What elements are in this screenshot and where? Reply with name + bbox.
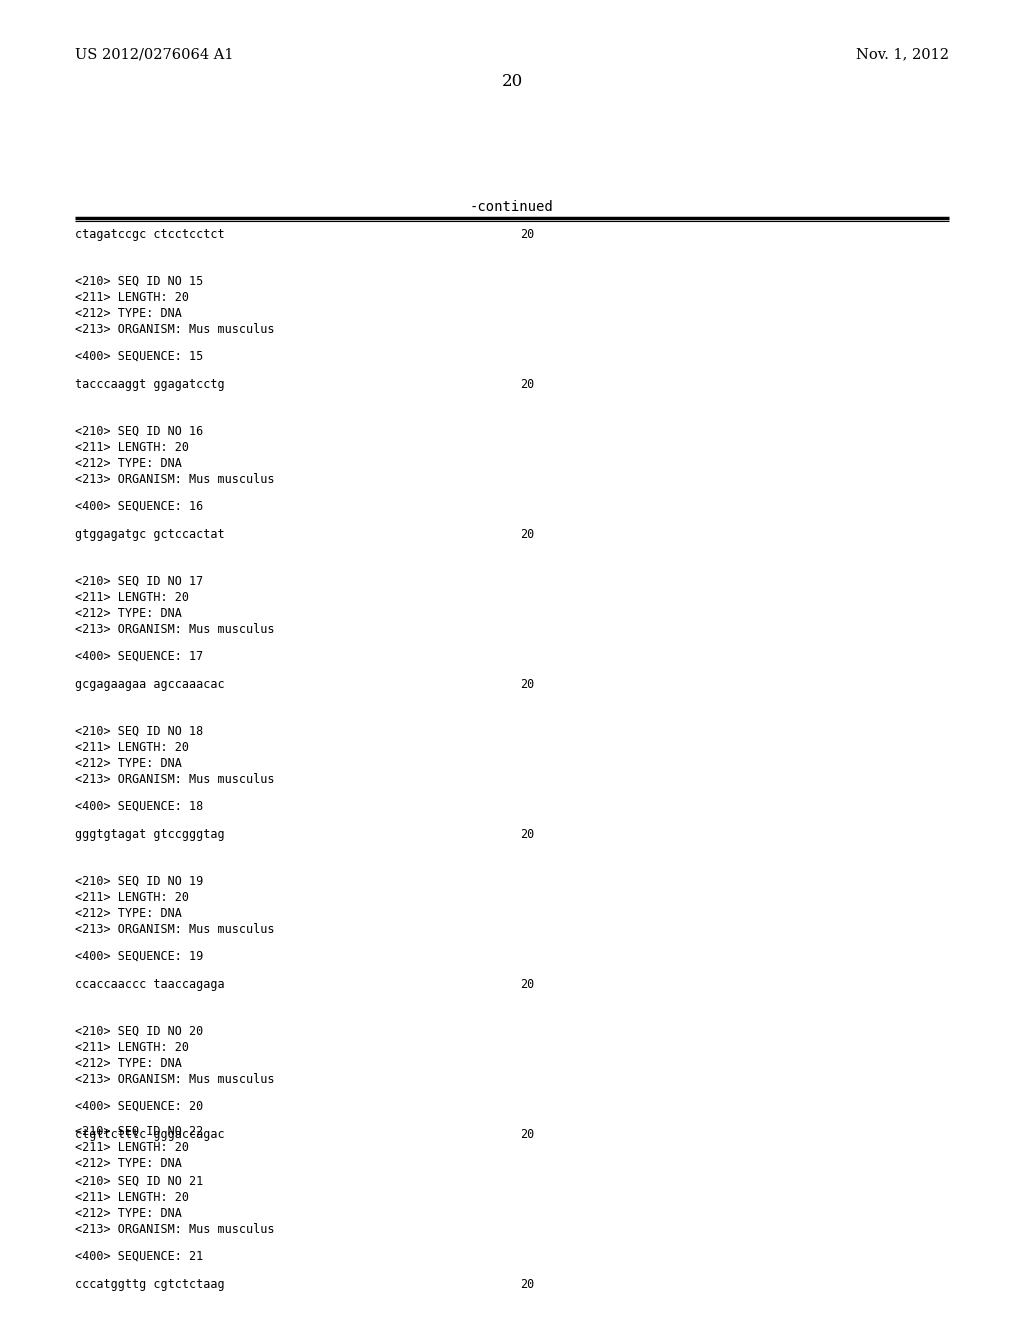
Text: <211> LENGTH: 20: <211> LENGTH: 20: [75, 290, 189, 304]
Text: <400> SEQUENCE: 17: <400> SEQUENCE: 17: [75, 649, 203, 663]
Text: <400> SEQUENCE: 20: <400> SEQUENCE: 20: [75, 1100, 203, 1113]
Text: <212> TYPE: DNA: <212> TYPE: DNA: [75, 1158, 182, 1170]
Text: gcgagaagaa agccaaacac: gcgagaagaa agccaaacac: [75, 678, 224, 690]
Text: <211> LENGTH: 20: <211> LENGTH: 20: [75, 441, 189, 454]
Text: <213> ORGANISM: Mus musculus: <213> ORGANISM: Mus musculus: [75, 1224, 274, 1236]
Text: <210> SEQ ID NO 19: <210> SEQ ID NO 19: [75, 875, 203, 888]
Text: <400> SEQUENCE: 16: <400> SEQUENCE: 16: [75, 500, 203, 513]
Text: <211> LENGTH: 20: <211> LENGTH: 20: [75, 741, 189, 754]
Text: Nov. 1, 2012: Nov. 1, 2012: [856, 48, 949, 61]
Text: gtggagatgc gctccactat: gtggagatgc gctccactat: [75, 528, 224, 541]
Text: 20: 20: [502, 73, 522, 90]
Text: <213> ORGANISM: Mus musculus: <213> ORGANISM: Mus musculus: [75, 923, 274, 936]
Text: -continued: -continued: [470, 201, 554, 214]
Text: <212> TYPE: DNA: <212> TYPE: DNA: [75, 756, 182, 770]
Text: <212> TYPE: DNA: <212> TYPE: DNA: [75, 1057, 182, 1071]
Text: 20: 20: [520, 228, 535, 242]
Text: <211> LENGTH: 20: <211> LENGTH: 20: [75, 1140, 189, 1154]
Text: <212> TYPE: DNA: <212> TYPE: DNA: [75, 607, 182, 620]
Text: <212> TYPE: DNA: <212> TYPE: DNA: [75, 907, 182, 920]
Text: tacccaaggt ggagatcctg: tacccaaggt ggagatcctg: [75, 378, 224, 391]
Text: <210> SEQ ID NO 17: <210> SEQ ID NO 17: [75, 576, 203, 587]
Text: ccaccaaccc taaccagaga: ccaccaaccc taaccagaga: [75, 978, 224, 991]
Text: <212> TYPE: DNA: <212> TYPE: DNA: [75, 308, 182, 319]
Text: 20: 20: [520, 378, 535, 391]
Text: <213> ORGANISM: Mus musculus: <213> ORGANISM: Mus musculus: [75, 473, 274, 486]
Text: <211> LENGTH: 20: <211> LENGTH: 20: [75, 1041, 189, 1053]
Text: <213> ORGANISM: Mus musculus: <213> ORGANISM: Mus musculus: [75, 774, 274, 785]
Text: <213> ORGANISM: Mus musculus: <213> ORGANISM: Mus musculus: [75, 623, 274, 636]
Text: <212> TYPE: DNA: <212> TYPE: DNA: [75, 1206, 182, 1220]
Text: <400> SEQUENCE: 21: <400> SEQUENCE: 21: [75, 1250, 203, 1263]
Text: 20: 20: [520, 1278, 535, 1291]
Text: <400> SEQUENCE: 15: <400> SEQUENCE: 15: [75, 350, 203, 363]
Text: <212> TYPE: DNA: <212> TYPE: DNA: [75, 457, 182, 470]
Text: gggtgtagat gtccgggtag: gggtgtagat gtccgggtag: [75, 828, 224, 841]
Text: <213> ORGANISM: Mus musculus: <213> ORGANISM: Mus musculus: [75, 1073, 274, 1086]
Text: <210> SEQ ID NO 22: <210> SEQ ID NO 22: [75, 1125, 203, 1138]
Text: <211> LENGTH: 20: <211> LENGTH: 20: [75, 891, 189, 904]
Text: <213> ORGANISM: Mus musculus: <213> ORGANISM: Mus musculus: [75, 323, 274, 337]
Text: <211> LENGTH: 20: <211> LENGTH: 20: [75, 591, 189, 605]
Text: <210> SEQ ID NO 16: <210> SEQ ID NO 16: [75, 425, 203, 438]
Text: <400> SEQUENCE: 19: <400> SEQUENCE: 19: [75, 950, 203, 964]
Text: <400> SEQUENCE: 18: <400> SEQUENCE: 18: [75, 800, 203, 813]
Text: ctgttctttc gggaccagac: ctgttctttc gggaccagac: [75, 1129, 224, 1140]
Text: <210> SEQ ID NO 21: <210> SEQ ID NO 21: [75, 1175, 203, 1188]
Text: 20: 20: [520, 528, 535, 541]
Text: 20: 20: [520, 978, 535, 991]
Text: <210> SEQ ID NO 20: <210> SEQ ID NO 20: [75, 1026, 203, 1038]
Text: 20: 20: [520, 828, 535, 841]
Text: cccatggttg cgtctctaag: cccatggttg cgtctctaag: [75, 1278, 224, 1291]
Text: <210> SEQ ID NO 15: <210> SEQ ID NO 15: [75, 275, 203, 288]
Text: 20: 20: [520, 1129, 535, 1140]
Text: <210> SEQ ID NO 18: <210> SEQ ID NO 18: [75, 725, 203, 738]
Text: US 2012/0276064 A1: US 2012/0276064 A1: [75, 48, 233, 61]
Text: <211> LENGTH: 20: <211> LENGTH: 20: [75, 1191, 189, 1204]
Text: ctagatccgc ctcctcctct: ctagatccgc ctcctcctct: [75, 228, 224, 242]
Text: 20: 20: [520, 678, 535, 690]
